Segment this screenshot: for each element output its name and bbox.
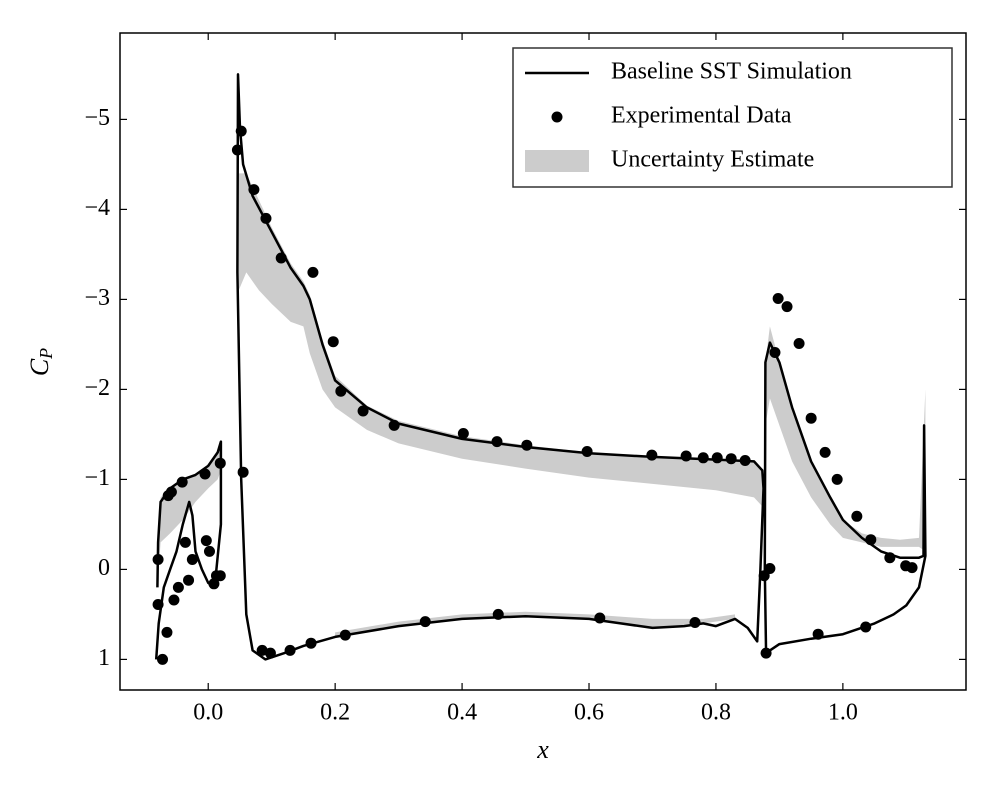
legend: Baseline SST Simulation Experimental Data… xyxy=(512,47,953,188)
data-point xyxy=(335,385,347,397)
data-point xyxy=(906,562,918,574)
data-point xyxy=(339,629,351,641)
y-axis-label-sub: P xyxy=(36,348,56,360)
data-point xyxy=(764,563,776,574)
data-point xyxy=(388,419,400,431)
y-tick-label: 1 xyxy=(98,645,110,671)
data-point xyxy=(256,644,268,656)
data-point xyxy=(457,428,469,439)
data-point xyxy=(781,301,793,313)
data-point xyxy=(248,184,260,196)
x-tick-label: 0.4 xyxy=(447,700,477,726)
data-point xyxy=(884,552,896,564)
uncertainty-band xyxy=(765,326,926,552)
data-point xyxy=(812,628,824,640)
data-point xyxy=(419,616,431,628)
data-point xyxy=(772,293,784,304)
y-tick-label: −2 xyxy=(84,375,110,401)
y-tick-label: −3 xyxy=(84,285,110,311)
data-point xyxy=(199,468,211,480)
data-point xyxy=(176,476,188,488)
data-point xyxy=(203,545,215,557)
data-point xyxy=(165,486,177,498)
y-tick-label: 0 xyxy=(98,555,110,581)
data-point xyxy=(307,266,319,278)
data-point xyxy=(680,450,692,462)
uncertainty-band xyxy=(157,443,221,588)
data-point xyxy=(769,347,781,358)
data-point xyxy=(819,446,831,458)
data-point xyxy=(865,534,877,546)
data-point xyxy=(491,436,503,448)
legend-patch xyxy=(525,150,589,172)
data-point xyxy=(831,473,843,485)
data-point xyxy=(697,452,709,464)
data-point xyxy=(161,626,173,638)
y-tick-label: −5 xyxy=(84,105,110,131)
x-tick-label: 0.2 xyxy=(320,700,350,726)
plot-area xyxy=(152,73,927,665)
data-point xyxy=(725,453,737,465)
data-point xyxy=(646,449,658,461)
data-point xyxy=(581,446,593,457)
data-point xyxy=(172,581,184,593)
data-point xyxy=(521,439,533,451)
data-point xyxy=(594,612,606,624)
data-point xyxy=(357,405,369,417)
data-point xyxy=(168,594,180,606)
uncertainty-band xyxy=(238,173,763,507)
data-point xyxy=(231,144,243,156)
y-tick-label: −1 xyxy=(84,465,110,491)
data-point xyxy=(860,621,872,633)
data-point xyxy=(260,212,272,224)
data-point xyxy=(711,452,723,464)
data-point xyxy=(214,570,226,582)
data-point xyxy=(214,457,226,469)
uncertainty-band xyxy=(335,611,735,637)
data-point xyxy=(275,252,287,264)
data-point xyxy=(186,554,198,565)
data-point xyxy=(152,554,164,565)
data-point xyxy=(284,644,296,656)
data-point xyxy=(793,338,805,349)
y-axis-label-base: C xyxy=(25,358,54,376)
data-point xyxy=(157,653,169,665)
legend-label: Experimental Data xyxy=(611,103,792,129)
data-point xyxy=(264,647,276,659)
data-point xyxy=(739,455,751,466)
legend-marker xyxy=(551,111,563,123)
data-point xyxy=(492,608,504,620)
data-point xyxy=(200,535,212,547)
data-point xyxy=(235,125,247,137)
x-tick-label: 0.8 xyxy=(701,700,731,726)
legend-label: Baseline SST Simulation xyxy=(611,59,852,85)
data-point xyxy=(183,574,195,586)
x-tick-label: 0.0 xyxy=(193,700,223,726)
x-tick-label: 1.0 xyxy=(828,700,858,726)
data-point xyxy=(179,536,191,548)
data-point xyxy=(851,510,863,522)
data-point xyxy=(327,336,339,348)
data-point xyxy=(152,599,164,610)
plot-frame xyxy=(119,32,967,691)
y-axis-label: CP xyxy=(25,348,56,376)
data-point xyxy=(760,647,772,659)
x-axis-label: x xyxy=(536,735,549,764)
x-tick-label: 0.6 xyxy=(574,700,604,726)
data-point xyxy=(305,637,317,649)
legend-label: Uncertainty Estimate xyxy=(611,147,814,173)
y-tick-label: −4 xyxy=(84,195,110,221)
data-point xyxy=(237,466,249,478)
data-point xyxy=(805,412,817,424)
data-point xyxy=(689,617,701,628)
